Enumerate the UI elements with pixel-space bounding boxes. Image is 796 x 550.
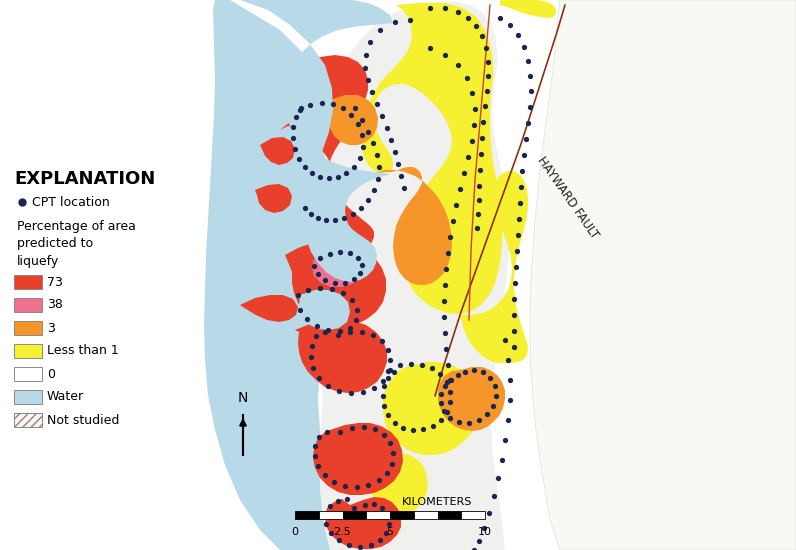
Bar: [14, 344, 42, 358]
Polygon shape: [438, 367, 505, 431]
Polygon shape: [325, 497, 401, 549]
Text: 0: 0: [47, 367, 55, 381]
Text: Water: Water: [47, 390, 84, 404]
Polygon shape: [260, 137, 295, 165]
Polygon shape: [383, 362, 481, 455]
Bar: [438, 511, 461, 519]
Polygon shape: [299, 290, 350, 330]
Polygon shape: [255, 184, 292, 213]
Polygon shape: [361, 3, 502, 314]
Polygon shape: [312, 248, 364, 287]
Text: 5: 5: [387, 527, 393, 537]
Polygon shape: [295, 319, 387, 393]
Bar: [295, 511, 318, 519]
Text: 10: 10: [478, 527, 492, 537]
Text: 38: 38: [47, 299, 63, 311]
Polygon shape: [280, 103, 374, 260]
Polygon shape: [215, 0, 393, 282]
Text: 0: 0: [291, 527, 298, 537]
Polygon shape: [285, 241, 386, 326]
Polygon shape: [530, 0, 796, 550]
Polygon shape: [375, 167, 452, 285]
Text: Not studied: Not studied: [47, 414, 119, 426]
Bar: [14, 367, 42, 381]
Text: N: N: [238, 391, 248, 405]
Bar: [414, 511, 438, 519]
Text: 3: 3: [47, 322, 55, 334]
Text: Percentage of area
predicted to
liquefy: Percentage of area predicted to liquefy: [17, 220, 136, 268]
Bar: [461, 511, 485, 519]
Bar: [390, 511, 414, 519]
Polygon shape: [313, 423, 403, 495]
Bar: [366, 511, 390, 519]
Polygon shape: [240, 295, 298, 322]
Bar: [14, 413, 42, 427]
Bar: [14, 321, 42, 335]
Text: HAYWARD FAULT: HAYWARD FAULT: [535, 155, 601, 241]
Polygon shape: [290, 55, 368, 125]
Polygon shape: [500, 0, 556, 18]
Bar: [342, 511, 366, 519]
Bar: [14, 275, 42, 289]
Text: 2.5: 2.5: [334, 527, 351, 537]
Text: 73: 73: [47, 276, 63, 289]
Bar: [14, 298, 42, 312]
Bar: [14, 390, 42, 404]
Bar: [318, 511, 342, 519]
Text: Less than 1: Less than 1: [47, 344, 119, 358]
Text: KILOMETERS: KILOMETERS: [402, 497, 473, 507]
Polygon shape: [370, 453, 428, 514]
Polygon shape: [204, 0, 345, 550]
Text: CPT location: CPT location: [32, 195, 110, 208]
Polygon shape: [315, 2, 509, 550]
Text: EXPLANATION: EXPLANATION: [14, 170, 155, 188]
Polygon shape: [328, 95, 378, 145]
Polygon shape: [460, 171, 528, 363]
Polygon shape: [505, 321, 528, 363]
